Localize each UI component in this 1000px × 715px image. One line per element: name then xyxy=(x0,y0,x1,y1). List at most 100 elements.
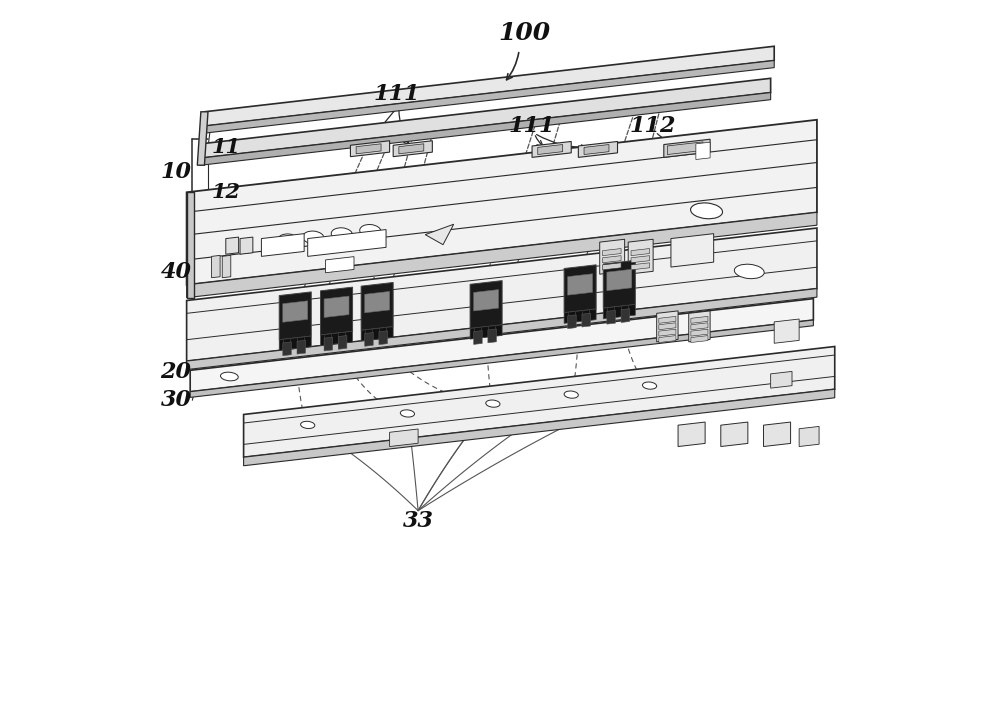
Polygon shape xyxy=(297,340,306,354)
Polygon shape xyxy=(603,305,635,319)
Polygon shape xyxy=(361,327,393,341)
Polygon shape xyxy=(201,92,771,165)
Polygon shape xyxy=(628,240,653,274)
Polygon shape xyxy=(283,301,308,322)
Polygon shape xyxy=(584,144,609,154)
Polygon shape xyxy=(474,330,482,345)
Text: 33: 33 xyxy=(403,511,434,532)
Polygon shape xyxy=(691,335,708,342)
Text: 12: 12 xyxy=(211,182,240,202)
Polygon shape xyxy=(197,112,208,165)
Ellipse shape xyxy=(691,203,723,219)
Text: 40: 40 xyxy=(160,261,191,283)
Polygon shape xyxy=(324,337,333,351)
Polygon shape xyxy=(659,335,676,342)
Polygon shape xyxy=(204,46,774,126)
Polygon shape xyxy=(771,371,792,388)
Ellipse shape xyxy=(734,265,764,279)
Polygon shape xyxy=(222,255,231,277)
Polygon shape xyxy=(667,142,703,154)
Polygon shape xyxy=(691,322,708,330)
Polygon shape xyxy=(568,315,576,329)
Polygon shape xyxy=(488,329,496,342)
Text: 111: 111 xyxy=(509,115,555,137)
Ellipse shape xyxy=(400,410,415,417)
Polygon shape xyxy=(764,422,791,447)
Polygon shape xyxy=(279,292,311,340)
Polygon shape xyxy=(657,311,678,342)
Ellipse shape xyxy=(301,421,315,428)
Polygon shape xyxy=(261,234,304,257)
Polygon shape xyxy=(578,142,618,157)
Text: 11: 11 xyxy=(211,137,240,157)
Polygon shape xyxy=(607,270,632,291)
Polygon shape xyxy=(582,313,590,327)
Polygon shape xyxy=(321,287,353,335)
Polygon shape xyxy=(600,240,625,274)
Polygon shape xyxy=(321,331,353,345)
Polygon shape xyxy=(326,257,354,272)
Polygon shape xyxy=(689,311,710,342)
Ellipse shape xyxy=(360,225,381,237)
Polygon shape xyxy=(308,230,386,257)
Polygon shape xyxy=(659,322,676,330)
Polygon shape xyxy=(244,347,835,457)
Text: 30: 30 xyxy=(160,389,191,411)
Polygon shape xyxy=(244,389,835,465)
Polygon shape xyxy=(190,320,813,398)
Polygon shape xyxy=(393,141,432,157)
Text: 111: 111 xyxy=(373,83,420,105)
Polygon shape xyxy=(621,309,630,322)
Polygon shape xyxy=(671,234,714,267)
Polygon shape xyxy=(603,260,635,308)
Polygon shape xyxy=(399,144,424,154)
Polygon shape xyxy=(187,212,817,297)
Polygon shape xyxy=(532,142,571,157)
Polygon shape xyxy=(190,299,813,392)
Ellipse shape xyxy=(303,231,324,244)
Text: 100: 100 xyxy=(499,21,551,46)
Polygon shape xyxy=(631,256,650,263)
Polygon shape xyxy=(390,429,418,447)
Text: 20: 20 xyxy=(160,361,191,383)
Polygon shape xyxy=(350,141,390,157)
Polygon shape xyxy=(603,249,621,256)
Polygon shape xyxy=(631,263,650,270)
Polygon shape xyxy=(283,342,291,355)
Ellipse shape xyxy=(331,228,353,241)
Polygon shape xyxy=(279,336,311,350)
Polygon shape xyxy=(538,144,563,154)
Polygon shape xyxy=(678,422,705,447)
Polygon shape xyxy=(470,280,502,328)
Polygon shape xyxy=(470,325,502,339)
Polygon shape xyxy=(338,335,347,350)
Polygon shape xyxy=(564,309,596,323)
Ellipse shape xyxy=(278,234,299,247)
Polygon shape xyxy=(603,256,621,263)
Polygon shape xyxy=(691,329,708,336)
Polygon shape xyxy=(365,332,373,346)
Polygon shape xyxy=(603,263,621,270)
Polygon shape xyxy=(187,192,194,297)
Polygon shape xyxy=(425,225,454,245)
Polygon shape xyxy=(187,228,817,361)
Polygon shape xyxy=(631,249,650,256)
Polygon shape xyxy=(774,319,799,343)
Polygon shape xyxy=(240,237,253,255)
Polygon shape xyxy=(696,142,710,159)
Polygon shape xyxy=(659,329,676,336)
Polygon shape xyxy=(664,139,710,157)
Polygon shape xyxy=(607,310,615,324)
Ellipse shape xyxy=(564,391,578,398)
Polygon shape xyxy=(721,422,748,447)
Polygon shape xyxy=(361,282,393,330)
Polygon shape xyxy=(356,144,381,154)
Polygon shape xyxy=(201,79,771,158)
Ellipse shape xyxy=(486,400,500,408)
Polygon shape xyxy=(187,120,817,285)
Polygon shape xyxy=(474,290,499,311)
Text: 10: 10 xyxy=(160,162,191,183)
Polygon shape xyxy=(379,331,387,345)
Polygon shape xyxy=(324,296,349,317)
Polygon shape xyxy=(659,316,676,323)
